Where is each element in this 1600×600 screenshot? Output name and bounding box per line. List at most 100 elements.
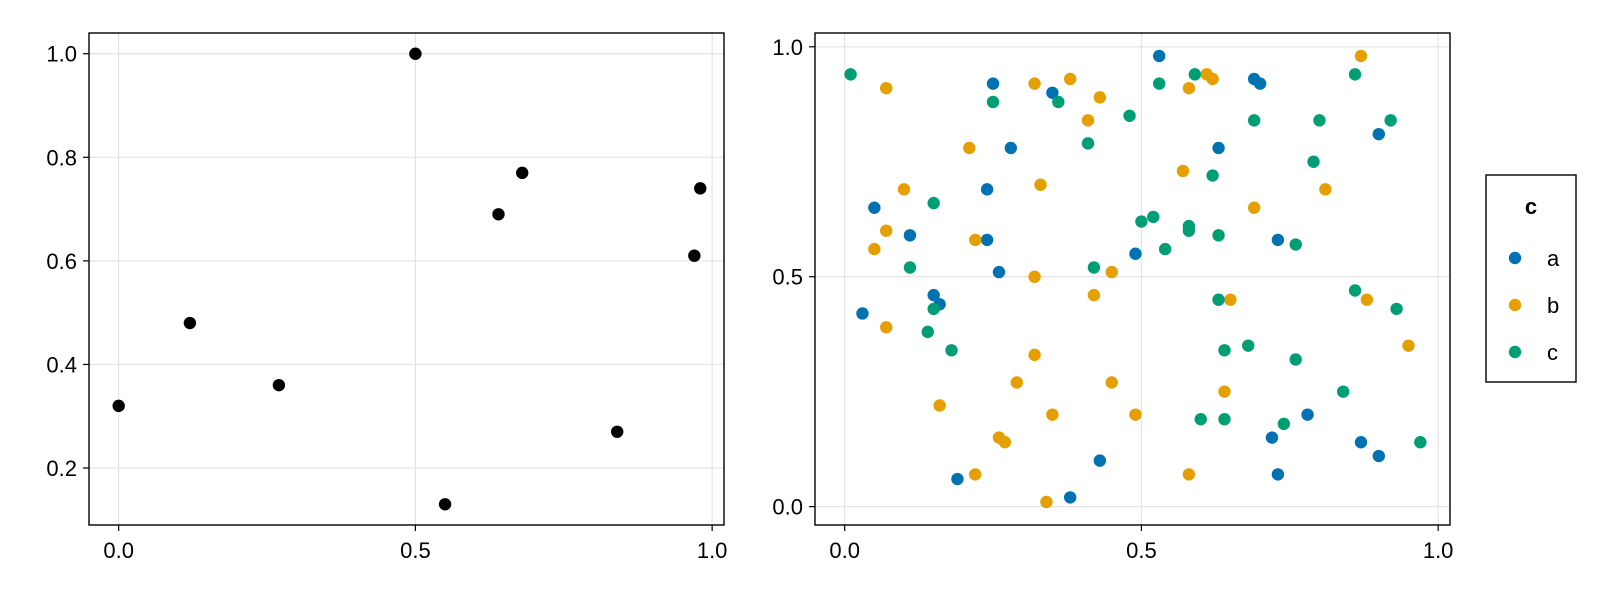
- data-point: [1354, 49, 1368, 63]
- data-point: [980, 233, 994, 247]
- data-point: [1402, 339, 1415, 352]
- data-point: [998, 436, 1012, 449]
- data-point: [1218, 385, 1231, 398]
- data-point: [1153, 49, 1166, 63]
- y-tick-label: 0.0: [772, 495, 803, 520]
- data-point: [492, 208, 505, 221]
- data-point: [1153, 77, 1166, 90]
- data-point: [986, 77, 1000, 90]
- scatter-panel-left: 0.0 0.5 1.0 0.2 0.4 0.6 0.8 1.0: [46, 32, 728, 563]
- scatter-panel-right: 0.0 0.5 1.0 0.0 0.5 1.0: [772, 32, 1453, 563]
- data-point: [1206, 72, 1219, 86]
- data-point: [1265, 431, 1279, 444]
- data-point: [1360, 293, 1374, 306]
- data-point: [1093, 91, 1107, 104]
- data-point: [1063, 72, 1077, 86]
- legend-entries: abc: [1508, 246, 1560, 365]
- data-point: [1158, 242, 1172, 256]
- data-point: [1105, 265, 1118, 279]
- legend-frame: [1485, 174, 1577, 383]
- data-point: [880, 81, 893, 95]
- data-point: [1105, 376, 1118, 389]
- data-point: [1336, 385, 1350, 398]
- data-point: [980, 183, 994, 196]
- data-point: [1040, 495, 1053, 509]
- data-point: [1123, 109, 1136, 122]
- data-point: [1319, 183, 1332, 196]
- data-point: [1253, 77, 1267, 90]
- data-point: [1384, 114, 1397, 127]
- data-point: [1212, 229, 1225, 242]
- data-point: [1046, 408, 1059, 421]
- data-point: [516, 166, 529, 180]
- data-point: [1206, 169, 1219, 182]
- x-tick-label: 0.0: [103, 538, 134, 563]
- data-point: [1289, 238, 1302, 251]
- legend: c abc: [1485, 174, 1577, 383]
- data-point: [880, 224, 893, 237]
- data-point: [1182, 81, 1196, 95]
- data-point: [1414, 436, 1427, 449]
- data-point: [1129, 408, 1142, 421]
- data-point: [868, 201, 881, 214]
- data-point: [945, 344, 958, 357]
- data-point: [1135, 215, 1148, 228]
- series-0: [112, 47, 707, 511]
- legend-marker-c: [1508, 345, 1522, 359]
- data-point: [272, 378, 286, 392]
- data-point: [933, 399, 946, 412]
- data-point: [1372, 127, 1385, 141]
- data-point: [1052, 95, 1065, 109]
- axes-frame: [814, 32, 1451, 526]
- y-tick-label: 1.0: [772, 35, 803, 60]
- data-point: [1147, 210, 1160, 224]
- legend-title: c: [1525, 194, 1537, 219]
- data-point: [903, 261, 917, 274]
- data-point: [1028, 270, 1041, 283]
- data-point: [1372, 449, 1385, 463]
- data-point: [1004, 141, 1018, 155]
- data-point: [969, 233, 982, 247]
- data-point: [1046, 86, 1059, 99]
- data-point: [963, 141, 976, 155]
- data-point: [1081, 114, 1095, 127]
- data-point: [1390, 302, 1403, 316]
- data-point: [1182, 224, 1196, 237]
- data-point: [1247, 114, 1261, 127]
- data-point: [1271, 468, 1285, 481]
- data-point: [1028, 77, 1041, 90]
- x-tick-label: 0.5: [1126, 538, 1157, 563]
- y-tick-label: 0.2: [46, 456, 77, 481]
- data-point: [409, 47, 422, 60]
- data-point: [880, 321, 893, 334]
- y-tick-label: 0.4: [46, 352, 77, 377]
- data-point: [969, 468, 982, 481]
- series-b: [868, 49, 1415, 509]
- data-point: [1093, 454, 1107, 467]
- data-point: [1212, 141, 1225, 155]
- data-point: [1028, 348, 1041, 362]
- data-point: [1348, 68, 1362, 81]
- data-point: [694, 182, 707, 195]
- series-a: [856, 49, 1385, 504]
- data-point: [1277, 417, 1291, 431]
- data-point: [1354, 436, 1368, 449]
- x-tick-label: 1.0: [697, 538, 728, 563]
- data-point: [1212, 293, 1225, 306]
- data-point: [1129, 247, 1142, 260]
- x-tick-label: 0.0: [829, 538, 860, 563]
- legend-label-b: b: [1547, 293, 1559, 318]
- data-point: [1182, 468, 1196, 481]
- data-point: [927, 288, 940, 302]
- x-tick-label: 0.5: [400, 538, 431, 563]
- legend-marker-a: [1508, 251, 1522, 265]
- data-point: [1194, 413, 1207, 426]
- y-tick-label: 0.5: [772, 265, 803, 290]
- data-point: [951, 472, 964, 486]
- data-point: [903, 229, 917, 242]
- data-point: [112, 399, 125, 413]
- y-tick-label: 1.0: [46, 42, 77, 67]
- data-point: [986, 95, 1000, 109]
- data-point: [927, 302, 940, 316]
- data-point: [1188, 68, 1202, 81]
